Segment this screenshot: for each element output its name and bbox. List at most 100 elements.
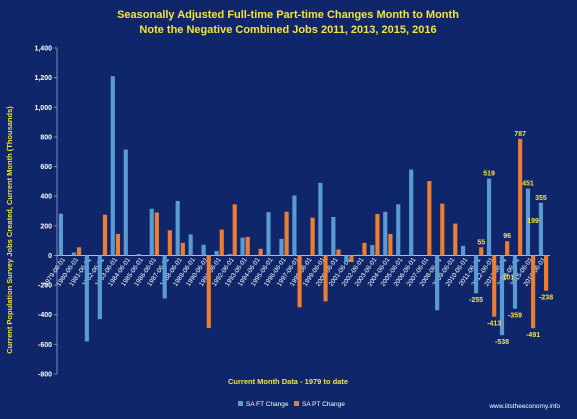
bar-pt-change <box>76 247 82 256</box>
data-label: -238 <box>539 295 553 302</box>
bar-ft-change <box>266 212 271 256</box>
bar-ft-change <box>370 245 375 256</box>
bars-layer <box>58 76 549 342</box>
data-label: 96 <box>503 233 511 240</box>
bar-ft-change <box>279 238 284 256</box>
bar-pt-change <box>427 181 432 256</box>
x-axis-label: Current Month Data - 1979 to date <box>228 377 348 386</box>
bar-ft-change <box>486 178 492 256</box>
data-label: 451 <box>522 181 534 188</box>
chart-subtitle: Note the Negative Combined Jobs 2011, 20… <box>139 24 436 36</box>
bar-ft-change <box>188 234 193 256</box>
bar-ft-change <box>499 255 505 336</box>
bar-pt-change <box>115 233 121 256</box>
data-label: 519 <box>483 171 495 178</box>
y-tick-label: 600 <box>40 164 52 171</box>
data-label: -255 <box>469 297 483 304</box>
bar-ft-change <box>357 254 362 256</box>
bar-ft-change <box>435 255 440 311</box>
bar-ft-change <box>318 182 323 256</box>
data-label: 355 <box>535 195 547 202</box>
bar-ft-change <box>136 253 141 256</box>
bar-ft-change <box>84 255 89 342</box>
data-label: -491 <box>526 332 540 339</box>
bar-pt-change <box>180 242 185 256</box>
bar-ft-change <box>538 202 544 256</box>
bar-ft-change <box>473 255 479 294</box>
bar-ft-change <box>175 200 180 256</box>
bar-pt-change <box>349 255 354 263</box>
y-tick-label: 400 <box>40 194 52 201</box>
bar-pt-change <box>531 255 536 329</box>
data-label: 55 <box>477 239 485 246</box>
bar-ft-change <box>409 169 414 256</box>
bar-pt-change <box>518 138 523 256</box>
bar-ft-change <box>331 216 336 256</box>
bar-pt-change <box>505 241 510 256</box>
bar-ft-change <box>344 255 349 263</box>
bar-ft-change <box>97 255 102 320</box>
bar-pt-change <box>310 217 315 256</box>
bar-pt-change <box>245 236 250 256</box>
data-labels-layer: 55 -255 519 -413 96 -101 -538 787 199 -359 451 -491… <box>469 131 553 346</box>
bar-pt-change <box>544 255 549 291</box>
bar-pt-change <box>362 242 367 256</box>
y-tick-label: 1,200 <box>34 75 52 82</box>
bar-ft-change <box>71 252 76 256</box>
data-label: 787 <box>514 131 526 138</box>
legend-entry: SA PT Change <box>302 401 345 408</box>
bar-ft-change <box>227 253 232 256</box>
y-tick-label: -600 <box>38 342 52 349</box>
y-tick-label: -400 <box>38 312 52 319</box>
bar-pt-change <box>154 212 159 256</box>
bar-pt-change <box>336 249 341 256</box>
bar-pt-change <box>297 255 302 308</box>
bar-pt-change <box>453 223 458 256</box>
legend-swatch <box>294 401 299 406</box>
bar-ft-change <box>149 208 154 256</box>
bar-ft-change <box>396 204 401 256</box>
bar-ft-change <box>162 255 167 299</box>
bar-pt-change <box>375 213 380 256</box>
bar-pt-change <box>479 247 484 256</box>
bar-ft-change <box>240 237 245 256</box>
bar-ft-change <box>201 244 206 256</box>
bar-pt-change <box>258 248 263 256</box>
bar-pt-change <box>232 204 237 256</box>
bar-ft-change <box>214 251 219 256</box>
legend-swatch <box>238 401 243 406</box>
legend: SA FT Change SA PT Change <box>238 401 345 408</box>
data-label: -538 <box>495 339 509 346</box>
bar-pt-change <box>284 211 289 256</box>
bar-ft-change <box>525 188 531 256</box>
bar-ft-change <box>383 211 388 256</box>
bar-pt-change <box>492 255 497 317</box>
bar-ft-change <box>292 195 297 256</box>
y-tick-label: -200 <box>38 283 52 290</box>
bar-ft-change <box>58 213 63 256</box>
bar-ft-change <box>110 76 115 256</box>
bar-pt-change <box>167 230 172 256</box>
bar-pt-change <box>323 255 328 302</box>
bar-ft-change <box>123 149 128 256</box>
data-label: -413 <box>487 321 501 328</box>
bar-pt-change <box>388 233 393 256</box>
bar-pt-change <box>206 255 211 329</box>
legend-entry: SA FT Change <box>246 401 289 408</box>
chart-title: Seasonally Adjusted Full-time Part-time … <box>117 9 459 21</box>
y-tick-label: -800 <box>38 372 52 379</box>
y-tick-label: 800 <box>40 134 52 141</box>
bar-ft-change <box>512 255 518 309</box>
y-tick-label: 1,000 <box>34 105 52 112</box>
y-axis-label: Current Population Survey Jobs Created, … <box>5 106 14 354</box>
bar-pt-change <box>440 203 445 256</box>
bar-ft-change <box>461 245 466 256</box>
y-tick-label: 0 <box>48 253 52 260</box>
y-tick-label: 200 <box>40 223 52 230</box>
bar-pt-change <box>219 229 224 256</box>
y-tick-label: 1,400 <box>34 46 52 53</box>
data-label: -359 <box>508 313 522 320</box>
bar-pt-change <box>102 214 108 256</box>
